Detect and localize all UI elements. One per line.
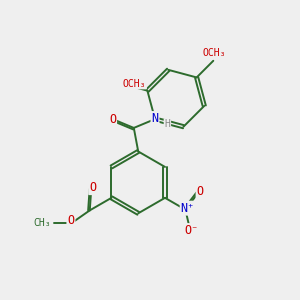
Text: O⁻: O⁻ [184, 224, 198, 237]
Text: OCH₃: OCH₃ [123, 79, 146, 88]
Text: H: H [164, 119, 170, 129]
Text: CH₃: CH₃ [34, 218, 52, 228]
Text: O: O [89, 181, 96, 194]
Text: N: N [152, 112, 159, 125]
Text: O: O [196, 185, 204, 199]
Text: OCH₃: OCH₃ [202, 47, 226, 58]
Text: O: O [109, 112, 116, 126]
Text: N⁺: N⁺ [181, 202, 195, 215]
Text: O: O [68, 214, 74, 227]
